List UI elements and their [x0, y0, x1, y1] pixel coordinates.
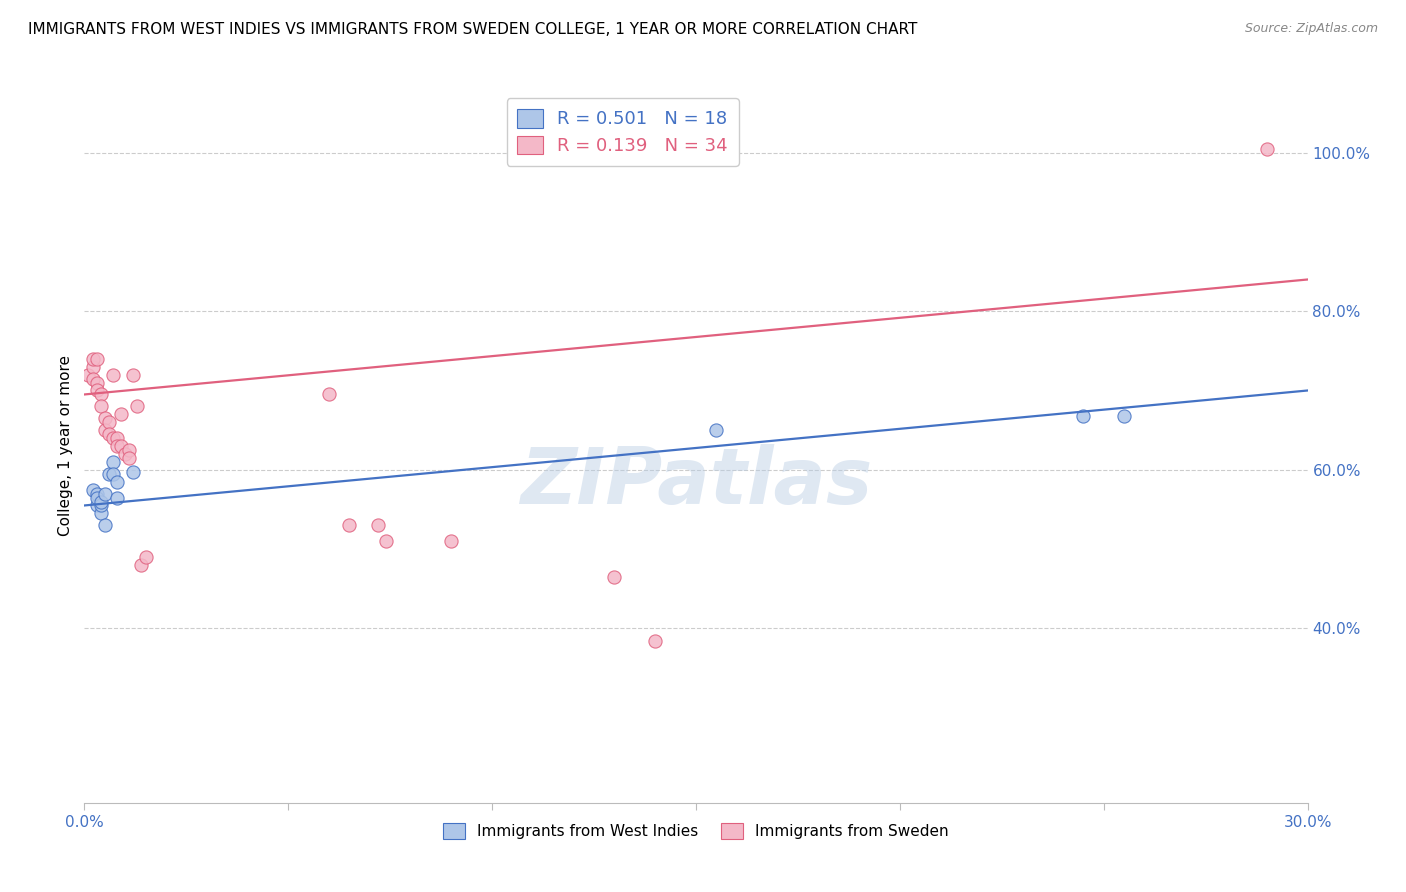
Point [122, 465, 145, 479]
Y-axis label: College, 1 year or more: College, 1 year or more [58, 356, 73, 536]
Point [101, 431, 124, 445]
Point [86, 376, 108, 390]
Point [1073, 409, 1095, 423]
Point [77, 368, 100, 382]
Point [706, 423, 728, 437]
Point [110, 407, 132, 421]
Point [118, 450, 141, 465]
Point [90, 400, 112, 414]
Text: IMMIGRANTS FROM WEST INDIES VS IMMIGRANTS FROM SWEDEN COLLEGE, 1 YEAR OR MORE CO: IMMIGRANTS FROM WEST INDIES VS IMMIGRANT… [28, 22, 918, 37]
Point [97, 415, 120, 429]
Legend: Immigrants from West Indies, Immigrants from Sweden: Immigrants from West Indies, Immigrants … [437, 817, 955, 845]
Point [90, 499, 112, 513]
Point [1256, 142, 1278, 156]
Point [110, 439, 132, 453]
Point [105, 439, 128, 453]
Point [114, 447, 136, 461]
Point [90, 494, 112, 508]
Point [97, 467, 120, 481]
Point [101, 467, 124, 481]
Point [93, 423, 115, 437]
Point [93, 518, 115, 533]
Point [122, 368, 145, 382]
Point [105, 491, 128, 505]
Point [90, 387, 112, 401]
Point [131, 558, 153, 572]
Point [82, 483, 104, 497]
Point [135, 549, 157, 564]
Point [339, 518, 361, 533]
Point [93, 486, 115, 500]
Point [603, 570, 626, 584]
Point [101, 455, 124, 469]
Point [97, 427, 120, 442]
Point [86, 486, 108, 500]
Point [86, 499, 108, 513]
Point [440, 534, 463, 549]
Point [105, 475, 128, 489]
Point [82, 359, 104, 374]
Point [82, 371, 104, 385]
Point [367, 518, 389, 533]
Point [86, 351, 108, 366]
Text: Source: ZipAtlas.com: Source: ZipAtlas.com [1244, 22, 1378, 36]
Point [1114, 409, 1136, 423]
Point [93, 411, 115, 425]
Point [105, 431, 128, 445]
Point [82, 351, 104, 366]
Point [127, 400, 149, 414]
Point [101, 368, 124, 382]
Point [118, 442, 141, 457]
Text: ZIPatlas: ZIPatlas [520, 443, 872, 520]
Point [318, 387, 340, 401]
Point [375, 534, 398, 549]
Point [86, 384, 108, 398]
Point [86, 491, 108, 505]
Point [644, 634, 666, 648]
Point [90, 507, 112, 521]
